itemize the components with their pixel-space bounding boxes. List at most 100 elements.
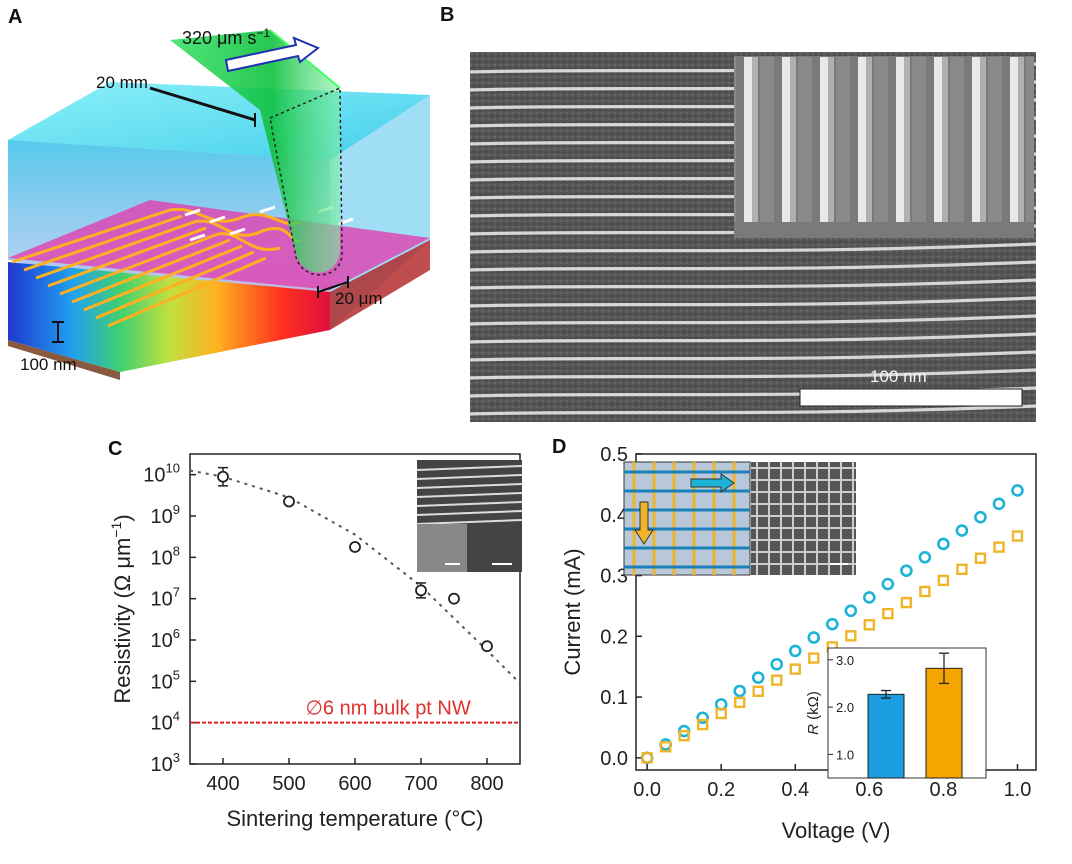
chart-d-xtick-label: 0.8	[930, 779, 958, 801]
sem-line	[470, 314, 1036, 326]
laser-beam	[170, 30, 340, 273]
chart-d-xtick-label: 1.0	[1004, 779, 1032, 801]
substrate-front	[8, 262, 330, 372]
chart-d-point-vertical	[808, 652, 820, 664]
chart-d-xtick-label: 0.4	[781, 779, 809, 801]
sem-line	[470, 260, 1036, 272]
chart-d-ytick-label: 0.2	[600, 626, 628, 648]
chart-d-point-vertical	[993, 541, 1005, 553]
chart-d-ytick-label: 0.5	[600, 444, 628, 466]
chart-c-resistivity: 400 500 600 700 800 103 104 105 106 107 108 109 1010…	[108, 453, 523, 831]
chart-d-point-horizontal	[955, 524, 969, 537]
chart-c-ytick-label: 108	[151, 543, 180, 569]
chart-d-point-horizontal	[900, 564, 913, 577]
chart-d-point-vertical	[715, 707, 727, 720]
panel-label-c: C	[108, 438, 123, 460]
chart-d-inset-bar	[925, 667, 963, 779]
sem-line	[470, 350, 1036, 362]
chart-d-point-vertical	[678, 729, 690, 742]
chart-d-xtick-label: 0.6	[855, 779, 883, 801]
scale-bar	[799, 388, 1023, 407]
speed-label: 320 μm s−1	[182, 26, 270, 48]
chart-d-inset-ytick-label: 2.0	[836, 700, 854, 715]
panel-label-a: A	[8, 6, 23, 28]
chart-d-inset-ylabel: R (kΩ)	[805, 691, 822, 735]
chart-d-point-vertical	[1011, 530, 1024, 542]
chart-d-iv-curve: 0.0 0.2 0.4 0.6 0.8 1.0 0.0 0.1 0.2 0.3 0.4 0.5 1.0…	[560, 444, 1037, 843]
thickness-label: 100 nm	[20, 355, 77, 374]
chart-c-xtick-label: 400	[206, 773, 239, 795]
chart-d-point-horizontal	[844, 604, 858, 618]
chart-d-inset-ytick-label: 1.0	[836, 747, 854, 762]
chart-c-ylabel: Resistivity (Ω μm−1)	[108, 514, 135, 703]
chart-c-ytick-label: 106	[151, 626, 180, 652]
chart-c-inset-line	[416, 483, 523, 489]
chart-d-point-horizontal	[770, 657, 784, 671]
chart-d-point-vertical	[752, 685, 764, 698]
chart-c-reference-label: ∅6 nm bulk pt NW	[306, 698, 471, 720]
sem-line	[470, 404, 1036, 416]
chart-c-ytick-label: 105	[151, 667, 180, 693]
chart-d-point-vertical	[974, 552, 987, 564]
chart-d-point-horizontal	[974, 510, 987, 524]
chart-d-sem-inset	[751, 462, 856, 575]
chart-c-point	[217, 470, 229, 483]
sem-line	[470, 296, 1036, 308]
chart-d-point-vertical	[937, 574, 950, 587]
chart-c-inset-line	[416, 501, 523, 507]
scale-bar-label: 100 nm	[870, 367, 927, 386]
chart-d-point-horizontal	[863, 591, 876, 604]
chart-d-point-horizontal	[696, 711, 709, 725]
chart-d-point-vertical	[863, 619, 876, 631]
chart-d-point-horizontal	[751, 671, 765, 684]
chart-c-inset-line	[416, 519, 523, 525]
chart-c-xtick-label: 500	[272, 773, 305, 795]
chart-d-point-vertical	[845, 630, 857, 642]
chart-d-grid-schematic	[623, 461, 751, 576]
chart-c-xlabel: Sintering temperature (°C)	[226, 806, 483, 831]
chart-c-ytick-label: 107	[151, 585, 180, 611]
panel-a-illustration: 320 μm s−1 20 mm 20 μm 100 nm	[8, 26, 430, 380]
chart-d-point-horizontal	[992, 497, 1006, 511]
chart-d-point-vertical	[919, 585, 931, 598]
chart-d-point-horizontal	[937, 537, 950, 551]
width-scale	[317, 281, 349, 293]
chart-d-point-horizontal	[1011, 484, 1024, 497]
chart-d-point-horizontal	[807, 631, 821, 644]
chart-d-point-horizontal	[788, 644, 802, 658]
chart-d-ylabel: Current (mA)	[560, 548, 585, 675]
chart-c-xtick-label: 800	[470, 773, 503, 795]
chart-c-point	[448, 592, 460, 605]
width-label: 20 μm	[335, 289, 383, 308]
chart-c-point	[415, 584, 427, 597]
chart-c-ytick-label: 103	[151, 750, 180, 776]
chart-d-inset-bar	[867, 693, 905, 779]
sem-inset	[734, 56, 1034, 238]
chart-d-point-vertical	[659, 741, 672, 753]
depth-label: 20 mm	[96, 73, 148, 92]
chart-d-ytick-label: 0.1	[600, 687, 628, 709]
chart-d-ytick-label: 0.3	[600, 566, 628, 588]
chart-d-ytick-label: 0.0	[600, 748, 628, 770]
panel-label-d: D	[552, 436, 567, 458]
chart-d-point-horizontal	[881, 577, 895, 591]
chart-d-ytick-label: 0.4	[600, 505, 628, 527]
chart-c-inset-line	[416, 510, 523, 516]
chart-d-point-vertical	[696, 718, 709, 731]
panel-label-b: B	[440, 4, 455, 26]
chart-d-point-vertical	[956, 563, 968, 576]
chart-c-ytick-label: 109	[151, 502, 180, 528]
chart-c-sem-inset	[416, 460, 523, 572]
beam-outline	[269, 86, 343, 276]
chart-c-inset-line	[416, 492, 523, 498]
chart-d-point-vertical	[771, 674, 783, 686]
chart-d-point-vertical	[641, 752, 653, 764]
chart-d-point-horizontal	[733, 684, 747, 698]
chart-d-point-vertical	[734, 696, 746, 709]
nanowire-lines	[11, 207, 301, 328]
chart-c-xtick-label: 700	[404, 773, 437, 795]
chart-c-point	[283, 495, 295, 508]
chart-c-xtick-label: 600	[338, 773, 371, 795]
depth-indicator	[149, 86, 256, 122]
chart-c-point	[481, 640, 493, 653]
